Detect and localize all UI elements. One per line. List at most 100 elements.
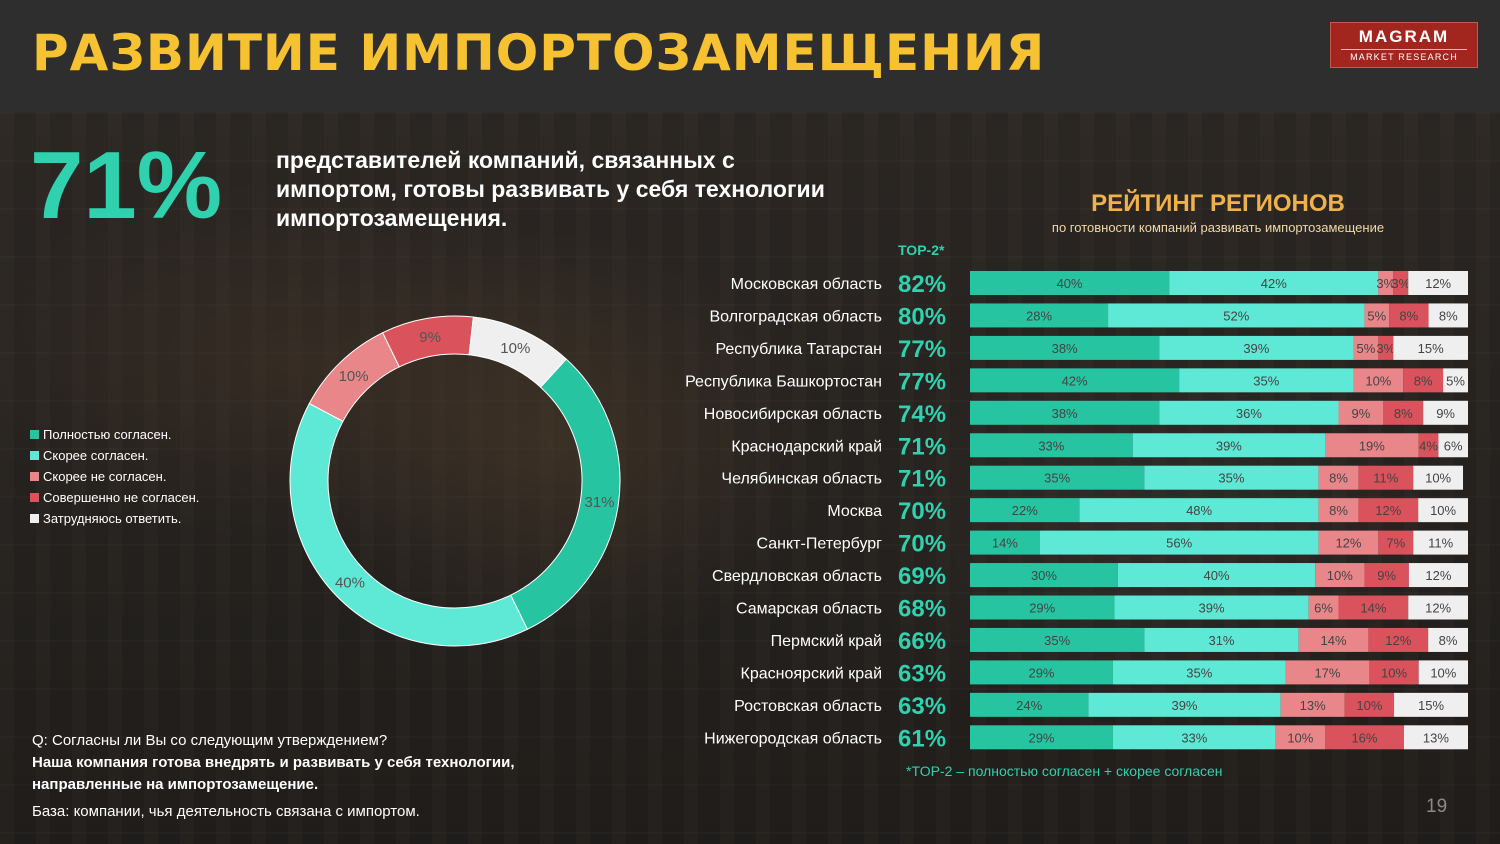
bar-segment — [1325, 725, 1404, 750]
bar-segment — [1418, 498, 1468, 523]
bar-segment — [1308, 595, 1339, 620]
donut-chart: 10% 9% 10% 31% 40% — [289, 315, 621, 647]
bar-segment-label: 40% — [1204, 568, 1230, 583]
top2-value: 63% — [898, 660, 946, 687]
top2-value: 68% — [898, 596, 946, 623]
bar-segment — [1428, 303, 1468, 328]
bar-segment — [1364, 303, 1390, 328]
rating-subtitle: по готовности компаний развивать импорто… — [1051, 220, 1385, 235]
bar-segment-label: 8% — [1439, 308, 1458, 323]
bar-segment — [1393, 335, 1468, 360]
header-bar: РАЗВИТИЕ ИМПОРТОЗАМЕЩЕНИЯ MAGRAM MARKET … — [0, 0, 1500, 112]
bar-segment — [1318, 530, 1379, 555]
bar-segment-label: 14% — [1360, 601, 1386, 616]
bar-segment — [970, 660, 1113, 685]
bar-segment — [1428, 627, 1468, 652]
bar-segment-label: 39% — [1199, 601, 1225, 616]
bar-segment-label: 48% — [1186, 503, 1212, 518]
bar-segment — [1108, 303, 1365, 328]
bar-segment — [970, 368, 1180, 393]
bar-segment-label: 10% — [1327, 568, 1353, 583]
region-label: Москва — [827, 503, 882, 520]
magram-logo: MAGRAM MARKET RESEARCH — [1330, 22, 1478, 68]
bar-segment-label: 38% — [1052, 406, 1078, 421]
donut-legend: Полностью согласен. Скорее согласен. Ско… — [30, 424, 199, 529]
bar-segment — [1358, 498, 1419, 523]
bar-segment-label: 33% — [1038, 438, 1064, 453]
bar-segment-label: 10% — [1425, 471, 1451, 486]
bar-segment-label: 19% — [1359, 438, 1385, 453]
bar-segment-label: 5% — [1446, 373, 1465, 388]
bar-segment-label: 15% — [1418, 698, 1444, 713]
region-label: Волгоградская область — [709, 308, 882, 325]
bar-segment-label: 39% — [1243, 341, 1269, 356]
regions-bar-chart: Московская область 82% 40% 42% 3%3% 12%Волгог… — [685, 271, 1468, 752]
bar-segment — [1383, 400, 1424, 425]
bar-segment — [1403, 368, 1444, 393]
legend-label: Совершенно не согласен. — [43, 490, 200, 505]
bar-segment — [1378, 271, 1394, 295]
bar-segment — [1144, 627, 1299, 652]
bar-segment-label: 35% — [1044, 633, 1070, 648]
top2-value: 82% — [898, 271, 946, 298]
region-label: Красноярский край — [741, 665, 882, 682]
bar-segment — [1358, 465, 1414, 490]
bar-segment — [970, 465, 1145, 490]
bar-segment — [1378, 335, 1394, 360]
bar-segment-label: 38% — [1052, 341, 1078, 356]
legend-item: Скорее согласен. — [30, 445, 199, 466]
top2-value: 69% — [898, 563, 946, 590]
region-label: Санкт-Петербург — [757, 536, 883, 553]
legend-label: Скорее согласен. — [43, 448, 149, 463]
bar-segment-label: 12% — [1335, 536, 1361, 551]
bar-segment — [970, 627, 1145, 652]
logo-line1: MAGRAM — [1358, 27, 1450, 46]
region-label: Нижегородская область — [704, 730, 882, 747]
donut-slice — [289, 402, 528, 647]
bar-segment-label: 6% — [1314, 601, 1333, 616]
top2-value: 61% — [898, 725, 946, 752]
bar-segment — [970, 563, 1118, 588]
bar-segment — [970, 400, 1160, 425]
bar-segment — [970, 433, 1133, 458]
bar-segment — [1344, 692, 1395, 717]
bar-segment-label: 9% — [1436, 406, 1455, 421]
bar-segment — [1443, 368, 1468, 393]
bar-segment-label: 24% — [1016, 698, 1042, 713]
bar-segment-label: 8% — [1394, 406, 1413, 421]
legend-label: Затрудняюсь ответить. — [43, 511, 182, 526]
page-number: 19 — [1426, 796, 1448, 817]
bar-segment-label: 3% — [1376, 341, 1395, 356]
bar-segment — [1144, 465, 1319, 490]
legend-label: Полностью согласен. — [43, 427, 172, 442]
bar-segment — [970, 303, 1109, 328]
region-label: Свердловская область — [712, 568, 882, 585]
bar-segment — [1112, 660, 1286, 685]
bar-segment-label: 8% — [1329, 503, 1348, 518]
bar-segment — [970, 595, 1115, 620]
bar-segment-label: 9% — [1377, 568, 1396, 583]
donut-slice-label: 10% — [500, 340, 530, 357]
bar-segment — [1117, 563, 1316, 588]
legend-swatch — [30, 514, 39, 523]
bar-segment — [1132, 433, 1326, 458]
bar-segment — [1418, 660, 1468, 685]
legend-swatch — [30, 451, 39, 460]
bar-segment-label: 12% — [1425, 276, 1451, 291]
bar-segment-label: 10% — [1356, 698, 1382, 713]
question-text: Наша компания готова внедрять и развиват… — [32, 754, 515, 793]
bar-segment-label: 39% — [1216, 438, 1242, 453]
bar-segment — [1079, 498, 1319, 523]
bar-segment — [1159, 335, 1354, 360]
bar-segment-label: 6% — [1444, 438, 1463, 453]
bar-segment — [1394, 692, 1468, 717]
bar-segment — [1338, 400, 1384, 425]
bar-segment-label: 42% — [1261, 276, 1287, 291]
bar-segment-label: 30% — [1031, 568, 1057, 583]
bar-segment-label: 40% — [1057, 276, 1083, 291]
donut-slice-label: 40% — [335, 574, 365, 591]
bar-segment — [1318, 498, 1359, 523]
legend-item: Полностью согласен. — [30, 424, 199, 445]
bar-segment-label: 5% — [1357, 341, 1376, 356]
legend-label: Скорее не согласен. — [43, 469, 167, 484]
